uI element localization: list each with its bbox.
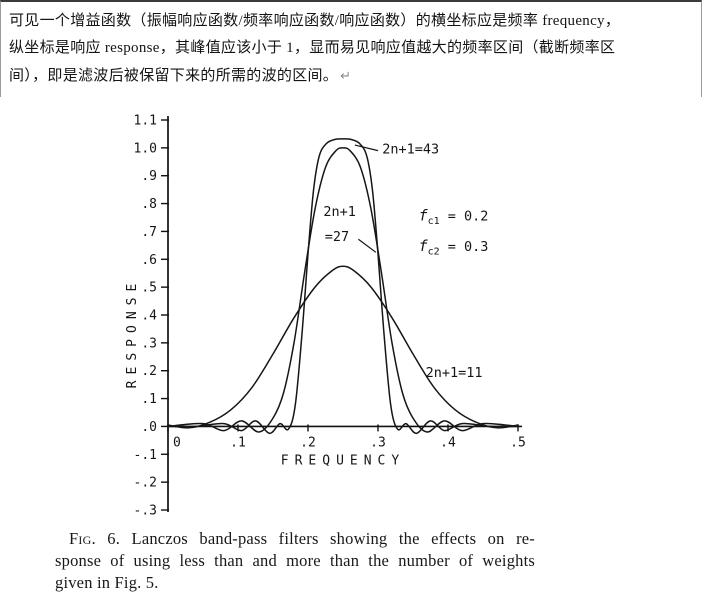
return-mark: ↵ xyxy=(340,68,352,83)
x-axis-title: FREQUENCY xyxy=(281,453,405,468)
y-tick-label: .6 xyxy=(141,253,157,268)
x-tick-label: .3 xyxy=(370,435,386,450)
x-tick-label: .1 xyxy=(230,435,246,450)
y-tick-label: .1 xyxy=(141,392,157,407)
y-tick-label: .9 xyxy=(141,169,157,184)
caption-line-2: sponse of using less than and more than … xyxy=(55,551,535,570)
paragraph-line-1: 可见一个增益函数（振幅响应函数/频率响应函数/响应函数）的横坐标应是频率 fre… xyxy=(9,13,621,29)
y-tick-label: .8 xyxy=(141,197,157,212)
figure-svg: 1.1 1.0 .9 .8 .7 .6 .5 .4 .3 .2 .1 .0 -.1 -.2 -.3 0 .1 .2… xyxy=(125,114,526,519)
paragraph-line-2: 纵坐标是响应 response，其峰值应该小于 1，显而易见响应值越大的频率区间… xyxy=(9,40,616,56)
y-tick-label: -.1 xyxy=(134,448,157,463)
figure: 1.1 1.0 .9 .8 .7 .6 .5 .4 .3 .2 .1 .0 -.1 -.2 -.3 0 .1 .2… xyxy=(98,106,558,526)
x-tick-label: 0 xyxy=(173,435,181,450)
y-tick-label: .7 xyxy=(141,225,157,240)
y-tick-label: .5 xyxy=(141,281,157,296)
y-axis-title: RESPONSE xyxy=(125,278,140,389)
y-tick-label: .4 xyxy=(141,308,157,323)
fc1-label: fc1 = 0.2 xyxy=(419,206,489,227)
curve-label-43-leader xyxy=(354,144,379,152)
y-tick-label: 1.0 xyxy=(134,141,157,156)
y-tick-label: .0 xyxy=(141,420,157,435)
curve-label-11: 2n+1=11 xyxy=(426,365,483,381)
caption-line-1: Fig. 6. Lanczos band-pass filters showin… xyxy=(55,528,535,550)
y-tick-label: .3 xyxy=(141,336,157,351)
curve-label-27-line2-leader xyxy=(358,238,377,253)
y-tick-label: .2 xyxy=(141,364,157,379)
x-tick-label: .4 xyxy=(440,435,456,450)
caption-line-1-text: Lanczos band-pass filters showing the ef… xyxy=(120,529,535,548)
x-tick-label: .2 xyxy=(300,435,316,450)
y-tick-label: 1.1 xyxy=(134,114,157,129)
figure-caption: Fig. 6. Lanczos band-pass filters showin… xyxy=(55,528,535,594)
y-tick-label: -.2 xyxy=(134,476,157,491)
chinese-paragraph: 可见一个增益函数（振幅响应函数/频率响应函数/响应函数）的横坐标应是频率 fre… xyxy=(0,0,702,97)
caption-fig-label: Fig. 6. xyxy=(69,529,121,548)
curve-label-27-line1: 2n+1 xyxy=(323,204,356,220)
curve-2n+1=43 xyxy=(167,138,519,435)
caption-line-3: given in Fig. 5. xyxy=(55,573,159,592)
fc2-label: fc2 = 0.3 xyxy=(419,237,489,258)
curve-2n+1=27 xyxy=(167,147,519,433)
x-tick-label: .5 xyxy=(510,435,526,450)
y-tick-label: -.3 xyxy=(134,503,157,518)
paragraph-line-3: 间），即是滤波后被保留下来的所需的波的区间。 ↵ xyxy=(9,62,695,90)
paragraph-line-3-text: 间），即是滤波后被保留下来的所需的波的区间。 xyxy=(9,68,339,84)
curve-label-27-line2: =27 xyxy=(325,229,349,245)
curve-label-43: 2n+1=43 xyxy=(382,141,439,157)
curve-2n+1=11 xyxy=(167,265,519,429)
